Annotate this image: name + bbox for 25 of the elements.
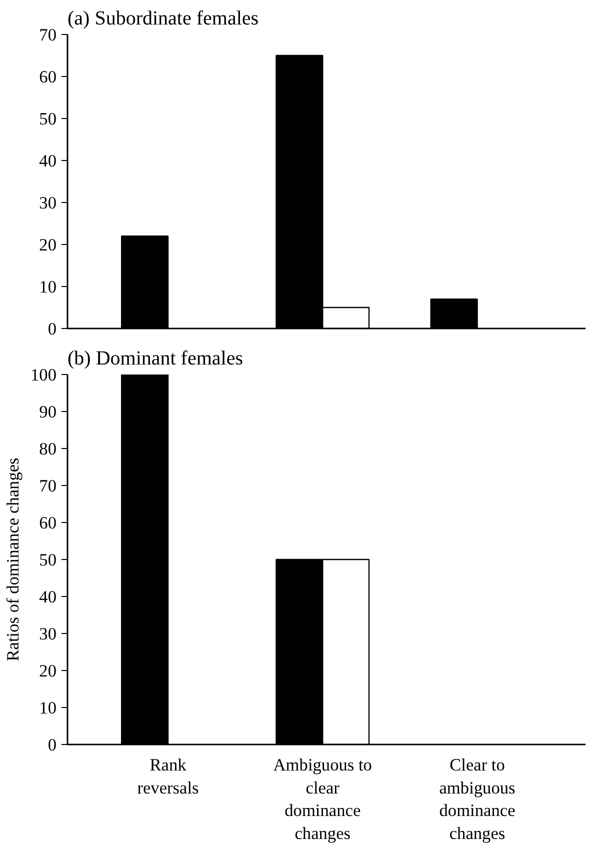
y-tick-label: 40 (39, 152, 56, 170)
y-tick-label: 80 (39, 440, 56, 458)
y-tick-label: 90 (39, 402, 56, 422)
y-tick-label: 60 (39, 514, 56, 532)
y-tick-label: 70 (39, 476, 56, 496)
y-tick-label: 40 (39, 588, 56, 606)
y-tick-label: 50 (39, 110, 56, 128)
y-tick-label: 10 (39, 278, 56, 296)
y-tick-label: 10 (39, 698, 56, 718)
y-tick-label: 70 (39, 26, 56, 44)
y-tick-label: 0 (48, 736, 57, 754)
x-tick-label: Ambiguous to clear dominance changes (273, 756, 372, 843)
y-tick-label: 20 (39, 662, 56, 680)
y-tick-label: 0 (48, 320, 57, 338)
y-axis-title: Ratios of dominance changes (4, 457, 23, 662)
y-tick-label: 30 (39, 624, 56, 644)
y-tick-label: 50 (39, 550, 56, 570)
chart-title: (a) Subordinate females (68, 8, 259, 30)
y-tick-label: 20 (39, 236, 56, 254)
x-tick-label: Clear to ambiguous dominance changes (439, 756, 516, 843)
y-tick-label: 60 (39, 68, 56, 86)
x-tick-label: Rank reversals (137, 756, 200, 798)
y-tick-label: 30 (39, 194, 56, 212)
chart-title: (b) Dominant females (68, 348, 244, 370)
y-tick-label: 100 (30, 366, 57, 384)
